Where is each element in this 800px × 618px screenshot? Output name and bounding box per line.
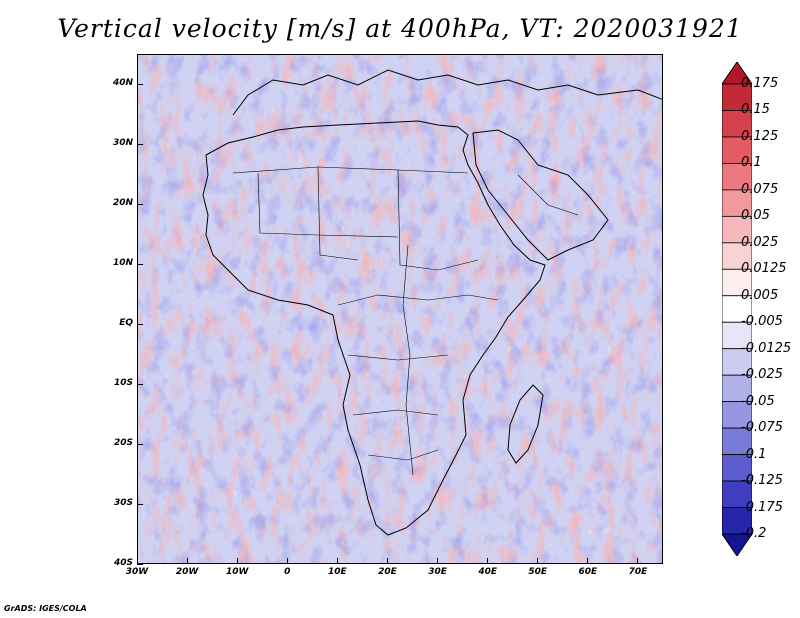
- y-tick-mark: [137, 83, 143, 85]
- y-tick-mark: [137, 263, 143, 265]
- colorbar-label: -0.05: [741, 393, 775, 409]
- map-title: Vertical velocity [m/s] at 400hPa, VT: 2…: [57, 14, 743, 43]
- y-tick-mark: [137, 383, 143, 385]
- colorbar-box: [722, 480, 752, 508]
- x-tick-mark: [386, 558, 388, 564]
- coastlines: [202, 69, 662, 536]
- velocity-field-map: [138, 55, 662, 563]
- colorbar-box: [722, 83, 752, 111]
- colorbar-label: -0.1: [741, 446, 767, 462]
- colorbar-label: 0.15: [741, 102, 770, 118]
- x-tick-label: 70E: [628, 567, 648, 577]
- colorbar-label: -0.025: [741, 367, 783, 383]
- colorbar-label: 0.005: [741, 287, 779, 303]
- y-tick-mark: [137, 323, 143, 325]
- madagascar-coastline: [507, 384, 544, 464]
- x-tick-label: 30W: [125, 567, 149, 577]
- colorbar-label: 0.075: [741, 181, 779, 197]
- field-noise-white: [138, 55, 662, 563]
- colorbar-label: -0.175: [741, 499, 783, 515]
- colorbar-label: 0.125: [741, 128, 779, 144]
- colorbar-box: [722, 401, 752, 429]
- y-tick-label: 10N: [112, 258, 133, 268]
- y-tick-label: 20N: [112, 198, 133, 208]
- x-tick-label: 30E: [428, 567, 447, 577]
- y-tick-mark: [137, 503, 143, 505]
- x-tick-label: 20W: [175, 567, 199, 577]
- y-tick-label: 30N: [112, 138, 133, 148]
- colorbar-box: [722, 427, 752, 455]
- colorbar: [722, 62, 752, 556]
- colorbar-label: 0.0125: [741, 261, 787, 277]
- x-tick-label: 50E: [528, 567, 548, 577]
- x-tick-mark: [637, 558, 639, 564]
- y-tick-label: 30S: [113, 498, 133, 508]
- colorbar-label: 0.1: [741, 155, 762, 171]
- colorbar-label: -0.005: [741, 314, 783, 330]
- colorbar-box: [722, 163, 752, 191]
- y-tick-label: 40S: [113, 558, 133, 568]
- y-tick-label: EQ: [119, 318, 133, 328]
- x-tick-mark: [437, 558, 439, 564]
- x-tick-mark: [537, 558, 539, 564]
- colorbar-label: 0.05: [741, 208, 770, 224]
- x-tick-label: 60E: [578, 567, 598, 577]
- y-tick-mark: [137, 443, 143, 445]
- x-tick-mark: [336, 558, 338, 564]
- y-tick-mark: [137, 203, 143, 205]
- y-tick-mark: [137, 143, 143, 145]
- colorbar-box: [722, 374, 752, 403]
- y-tick-mark: [137, 563, 143, 565]
- colorbar-box: [722, 268, 752, 297]
- y-tick-label: 40N: [112, 78, 133, 88]
- x-tick-mark: [236, 558, 238, 564]
- colorbar-box: [722, 348, 752, 376]
- x-tick-mark: [286, 558, 288, 564]
- y-tick-label: 20S: [113, 438, 133, 448]
- x-tick-label: 40E: [478, 567, 497, 577]
- colorbar-bottom-cap: [722, 533, 752, 556]
- x-tick-label: 20E: [378, 567, 397, 577]
- colorbar-label: 0.175: [741, 76, 779, 91]
- colorbar-label: -0.075: [741, 420, 783, 436]
- arabian-peninsula-coastline: [472, 129, 609, 261]
- x-tick-label: 0: [284, 567, 291, 577]
- colorbar-label: 0.025: [741, 234, 779, 250]
- x-tick-mark: [136, 558, 138, 564]
- africa-coastline: [202, 120, 546, 536]
- y-tick-label: 10S: [113, 378, 133, 388]
- colorbar-box: [722, 454, 752, 482]
- colorbar-label: -0.2: [741, 526, 767, 541]
- x-tick-mark: [186, 558, 188, 564]
- map-panel: [137, 54, 663, 564]
- x-tick-mark: [487, 558, 489, 564]
- colorbar-box: [722, 321, 752, 350]
- x-tick-label: 10W: [225, 567, 249, 577]
- grads-credit: GrADS: IGES/COLA: [4, 604, 87, 613]
- colorbar-label: -0.125: [741, 473, 783, 489]
- colorbar-box: [722, 136, 752, 164]
- x-tick-label: 10E: [328, 567, 347, 577]
- europe-coastline: [232, 69, 662, 116]
- colorbar-label: -0.0125: [741, 340, 792, 356]
- country-borders: [232, 166, 579, 476]
- x-tick-mark: [587, 558, 589, 564]
